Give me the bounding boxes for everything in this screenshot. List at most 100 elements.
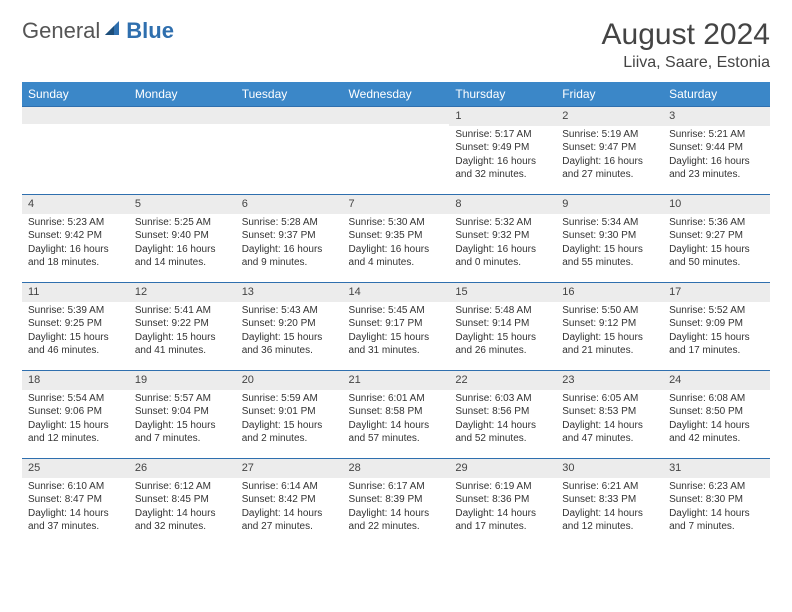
day-number bbox=[129, 107, 236, 124]
day-line: Sunrise: 5:19 AM bbox=[562, 128, 657, 142]
calendar-row: 25Sunrise: 6:10 AMSunset: 8:47 PMDayligh… bbox=[22, 459, 770, 547]
day-line: Sunset: 9:42 PM bbox=[28, 229, 123, 243]
day-line: Sunset: 9:12 PM bbox=[562, 317, 657, 331]
day-line: Daylight: 16 hours and 14 minutes. bbox=[135, 243, 230, 270]
day-number: 25 bbox=[22, 459, 129, 478]
day-line: Daylight: 15 hours and 36 minutes. bbox=[242, 331, 337, 358]
calendar-cell: 8Sunrise: 5:32 AMSunset: 9:32 PMDaylight… bbox=[449, 195, 556, 283]
calendar-cell: 11Sunrise: 5:39 AMSunset: 9:25 PMDayligh… bbox=[22, 283, 129, 371]
calendar-cell: 10Sunrise: 5:36 AMSunset: 9:27 PMDayligh… bbox=[663, 195, 770, 283]
calendar-cell bbox=[236, 107, 343, 195]
day-line: Daylight: 16 hours and 0 minutes. bbox=[455, 243, 550, 270]
day-content bbox=[343, 124, 450, 130]
day-content: Sunrise: 6:12 AMSunset: 8:45 PMDaylight:… bbox=[129, 478, 236, 538]
day-line: Sunrise: 5:23 AM bbox=[28, 216, 123, 230]
day-content: Sunrise: 6:21 AMSunset: 8:33 PMDaylight:… bbox=[556, 478, 663, 538]
day-line: Daylight: 15 hours and 2 minutes. bbox=[242, 419, 337, 446]
weekday-header-row: Sunday Monday Tuesday Wednesday Thursday… bbox=[22, 82, 770, 107]
day-number: 20 bbox=[236, 371, 343, 390]
day-line: Daylight: 14 hours and 22 minutes. bbox=[349, 507, 444, 534]
day-line: Sunset: 8:45 PM bbox=[135, 493, 230, 507]
calendar-cell: 14Sunrise: 5:45 AMSunset: 9:17 PMDayligh… bbox=[343, 283, 450, 371]
day-content: Sunrise: 6:17 AMSunset: 8:39 PMDaylight:… bbox=[343, 478, 450, 538]
day-line: Daylight: 16 hours and 23 minutes. bbox=[669, 155, 764, 182]
day-line: Sunset: 9:06 PM bbox=[28, 405, 123, 419]
day-number: 16 bbox=[556, 283, 663, 302]
day-line: Daylight: 14 hours and 12 minutes. bbox=[562, 507, 657, 534]
day-line: Daylight: 16 hours and 4 minutes. bbox=[349, 243, 444, 270]
day-number: 3 bbox=[663, 107, 770, 126]
day-line: Daylight: 16 hours and 32 minutes. bbox=[455, 155, 550, 182]
calendar-cell: 18Sunrise: 5:54 AMSunset: 9:06 PMDayligh… bbox=[22, 371, 129, 459]
calendar-cell: 30Sunrise: 6:21 AMSunset: 8:33 PMDayligh… bbox=[556, 459, 663, 547]
day-line: Sunrise: 5:48 AM bbox=[455, 304, 550, 318]
day-number: 9 bbox=[556, 195, 663, 214]
calendar-body: 1Sunrise: 5:17 AMSunset: 9:49 PMDaylight… bbox=[22, 107, 770, 547]
calendar-cell: 25Sunrise: 6:10 AMSunset: 8:47 PMDayligh… bbox=[22, 459, 129, 547]
day-line: Sunset: 8:42 PM bbox=[242, 493, 337, 507]
day-number: 30 bbox=[556, 459, 663, 478]
weekday-header: Thursday bbox=[449, 82, 556, 107]
day-content bbox=[129, 124, 236, 130]
location: Liiva, Saare, Estonia bbox=[602, 54, 770, 72]
calendar-cell: 28Sunrise: 6:17 AMSunset: 8:39 PMDayligh… bbox=[343, 459, 450, 547]
day-line: Sunrise: 5:45 AM bbox=[349, 304, 444, 318]
day-line: Sunrise: 5:28 AM bbox=[242, 216, 337, 230]
day-line: Sunrise: 5:50 AM bbox=[562, 304, 657, 318]
day-content bbox=[22, 124, 129, 130]
day-content: Sunrise: 5:52 AMSunset: 9:09 PMDaylight:… bbox=[663, 302, 770, 362]
day-line: Daylight: 15 hours and 31 minutes. bbox=[349, 331, 444, 358]
logo-text-2: Blue bbox=[126, 18, 174, 44]
day-line: Daylight: 15 hours and 41 minutes. bbox=[135, 331, 230, 358]
calendar-table: Sunday Monday Tuesday Wednesday Thursday… bbox=[22, 82, 770, 547]
calendar-cell bbox=[343, 107, 450, 195]
day-content: Sunrise: 5:41 AMSunset: 9:22 PMDaylight:… bbox=[129, 302, 236, 362]
calendar-cell: 29Sunrise: 6:19 AMSunset: 8:36 PMDayligh… bbox=[449, 459, 556, 547]
day-content: Sunrise: 6:03 AMSunset: 8:56 PMDaylight:… bbox=[449, 390, 556, 450]
day-line: Sunrise: 5:52 AM bbox=[669, 304, 764, 318]
day-line: Sunrise: 6:14 AM bbox=[242, 480, 337, 494]
day-line: Sunset: 9:40 PM bbox=[135, 229, 230, 243]
calendar-cell: 2Sunrise: 5:19 AMSunset: 9:47 PMDaylight… bbox=[556, 107, 663, 195]
day-number: 28 bbox=[343, 459, 450, 478]
day-content: Sunrise: 6:05 AMSunset: 8:53 PMDaylight:… bbox=[556, 390, 663, 450]
day-line: Sunset: 8:36 PM bbox=[455, 493, 550, 507]
calendar-row: 11Sunrise: 5:39 AMSunset: 9:25 PMDayligh… bbox=[22, 283, 770, 371]
day-content: Sunrise: 5:32 AMSunset: 9:32 PMDaylight:… bbox=[449, 214, 556, 274]
day-line: Daylight: 15 hours and 21 minutes. bbox=[562, 331, 657, 358]
day-number: 15 bbox=[449, 283, 556, 302]
day-number: 24 bbox=[663, 371, 770, 390]
day-content: Sunrise: 5:19 AMSunset: 9:47 PMDaylight:… bbox=[556, 126, 663, 186]
day-content: Sunrise: 5:28 AMSunset: 9:37 PMDaylight:… bbox=[236, 214, 343, 274]
day-number: 7 bbox=[343, 195, 450, 214]
day-line: Sunset: 8:50 PM bbox=[669, 405, 764, 419]
calendar-cell: 24Sunrise: 6:08 AMSunset: 8:50 PMDayligh… bbox=[663, 371, 770, 459]
day-line: Sunrise: 5:21 AM bbox=[669, 128, 764, 142]
day-number bbox=[236, 107, 343, 124]
day-content: Sunrise: 6:01 AMSunset: 8:58 PMDaylight:… bbox=[343, 390, 450, 450]
day-line: Sunset: 9:30 PM bbox=[562, 229, 657, 243]
day-line: Daylight: 15 hours and 46 minutes. bbox=[28, 331, 123, 358]
day-content: Sunrise: 5:48 AMSunset: 9:14 PMDaylight:… bbox=[449, 302, 556, 362]
day-number bbox=[22, 107, 129, 124]
day-line: Sunset: 9:17 PM bbox=[349, 317, 444, 331]
calendar-cell: 27Sunrise: 6:14 AMSunset: 8:42 PMDayligh… bbox=[236, 459, 343, 547]
calendar-cell: 12Sunrise: 5:41 AMSunset: 9:22 PMDayligh… bbox=[129, 283, 236, 371]
weekday-header: Wednesday bbox=[343, 82, 450, 107]
day-line: Sunrise: 5:57 AM bbox=[135, 392, 230, 406]
day-content: Sunrise: 5:43 AMSunset: 9:20 PMDaylight:… bbox=[236, 302, 343, 362]
day-line: Sunrise: 6:23 AM bbox=[669, 480, 764, 494]
day-content: Sunrise: 5:30 AMSunset: 9:35 PMDaylight:… bbox=[343, 214, 450, 274]
month-title: August 2024 bbox=[602, 18, 770, 52]
title-block: August 2024 Liiva, Saare, Estonia bbox=[602, 18, 770, 72]
day-content: Sunrise: 5:39 AMSunset: 9:25 PMDaylight:… bbox=[22, 302, 129, 362]
day-line: Sunrise: 6:03 AM bbox=[455, 392, 550, 406]
weekday-header: Tuesday bbox=[236, 82, 343, 107]
day-number bbox=[343, 107, 450, 124]
calendar-cell bbox=[129, 107, 236, 195]
day-number: 18 bbox=[22, 371, 129, 390]
sail-icon bbox=[102, 18, 122, 44]
day-number: 13 bbox=[236, 283, 343, 302]
day-line: Daylight: 15 hours and 26 minutes. bbox=[455, 331, 550, 358]
calendar-cell bbox=[22, 107, 129, 195]
